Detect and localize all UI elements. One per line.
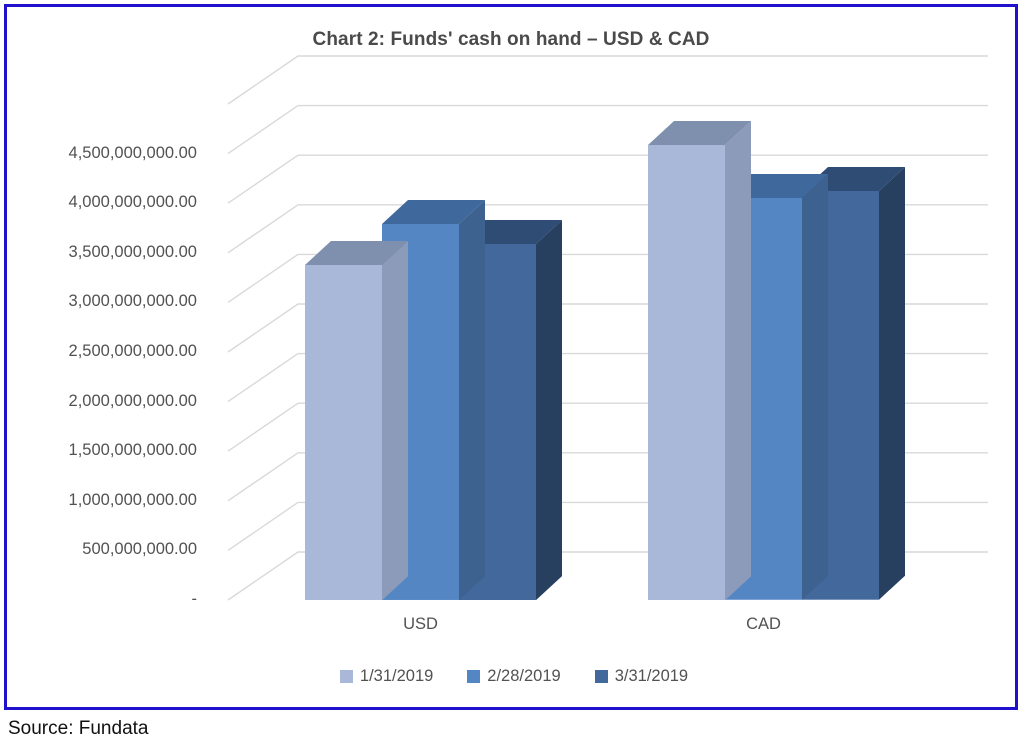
bar-top-face [382, 200, 485, 225]
legend-item-1-31-2019[interactable]: 1/31/2019 [339, 667, 434, 686]
y-axis-tick-label: 500,000,000.00 [82, 540, 197, 559]
legend-swatch-icon [467, 670, 481, 683]
legend-swatch-icon [339, 670, 353, 683]
y-axis-tick-label: 4,500,000,000.00 [68, 143, 197, 162]
bar-side-face [459, 200, 485, 600]
legend-label: 3/31/2019 [614, 667, 689, 685]
bar-side-face [802, 174, 828, 600]
bar-side-face [725, 120, 751, 600]
chart-title: Chart 2: Funds' cash on hand – USD & CAD [312, 29, 710, 50]
y-axis-tick-label: 3,500,000,000.00 [68, 242, 197, 261]
legend-label: 1/31/2019 [359, 667, 434, 685]
bar-cad-1-31-2019 [648, 120, 751, 600]
chart-frame: Chart 2: Funds' cash on hand – USD & CAD… [4, 4, 1018, 710]
y-axis-tick-label: 2,000,000,000.00 [68, 391, 197, 410]
plot-area: - 500,000,000.00 1,000,000,000.00 1,500,000… [7, 7, 1021, 713]
bar-top-face [305, 240, 408, 265]
bar-usd-1-31-2019 [305, 240, 408, 600]
x-axis-category-label: USD [403, 615, 438, 633]
legend-swatch-icon [594, 670, 608, 683]
y-axis-tick-label: - [191, 590, 198, 608]
legend-label: 2/28/2019 [487, 667, 561, 685]
chart-legend: 1/31/2019 2/28/2019 3/31/2019 [7, 667, 1021, 686]
bar-top-face [648, 120, 751, 145]
x-axis-category-label: CAD [746, 615, 781, 633]
bar-front-face [648, 144, 725, 600]
y-axis-tick-label: 1,000,000,000.00 [68, 490, 197, 509]
legend-item-2-28-2019[interactable]: 2/28/2019 [467, 667, 561, 686]
y-axis-tick-label: 3,000,000,000.00 [68, 292, 197, 311]
y-axis-tick-label: 4,000,000,000.00 [68, 193, 197, 212]
bar-side-face [879, 167, 905, 600]
bar-side-face [382, 240, 408, 600]
source-note: Source: Fundata [8, 718, 149, 739]
y-axis-tick-label: 2,500,000,000.00 [68, 342, 197, 360]
bar-front-face [305, 264, 382, 600]
y-axis-tick-label: 1,500,000,000.00 [68, 441, 197, 460]
legend-item-3-31-2019[interactable]: 3/31/2019 [594, 667, 689, 686]
bar-side-face [536, 219, 562, 600]
